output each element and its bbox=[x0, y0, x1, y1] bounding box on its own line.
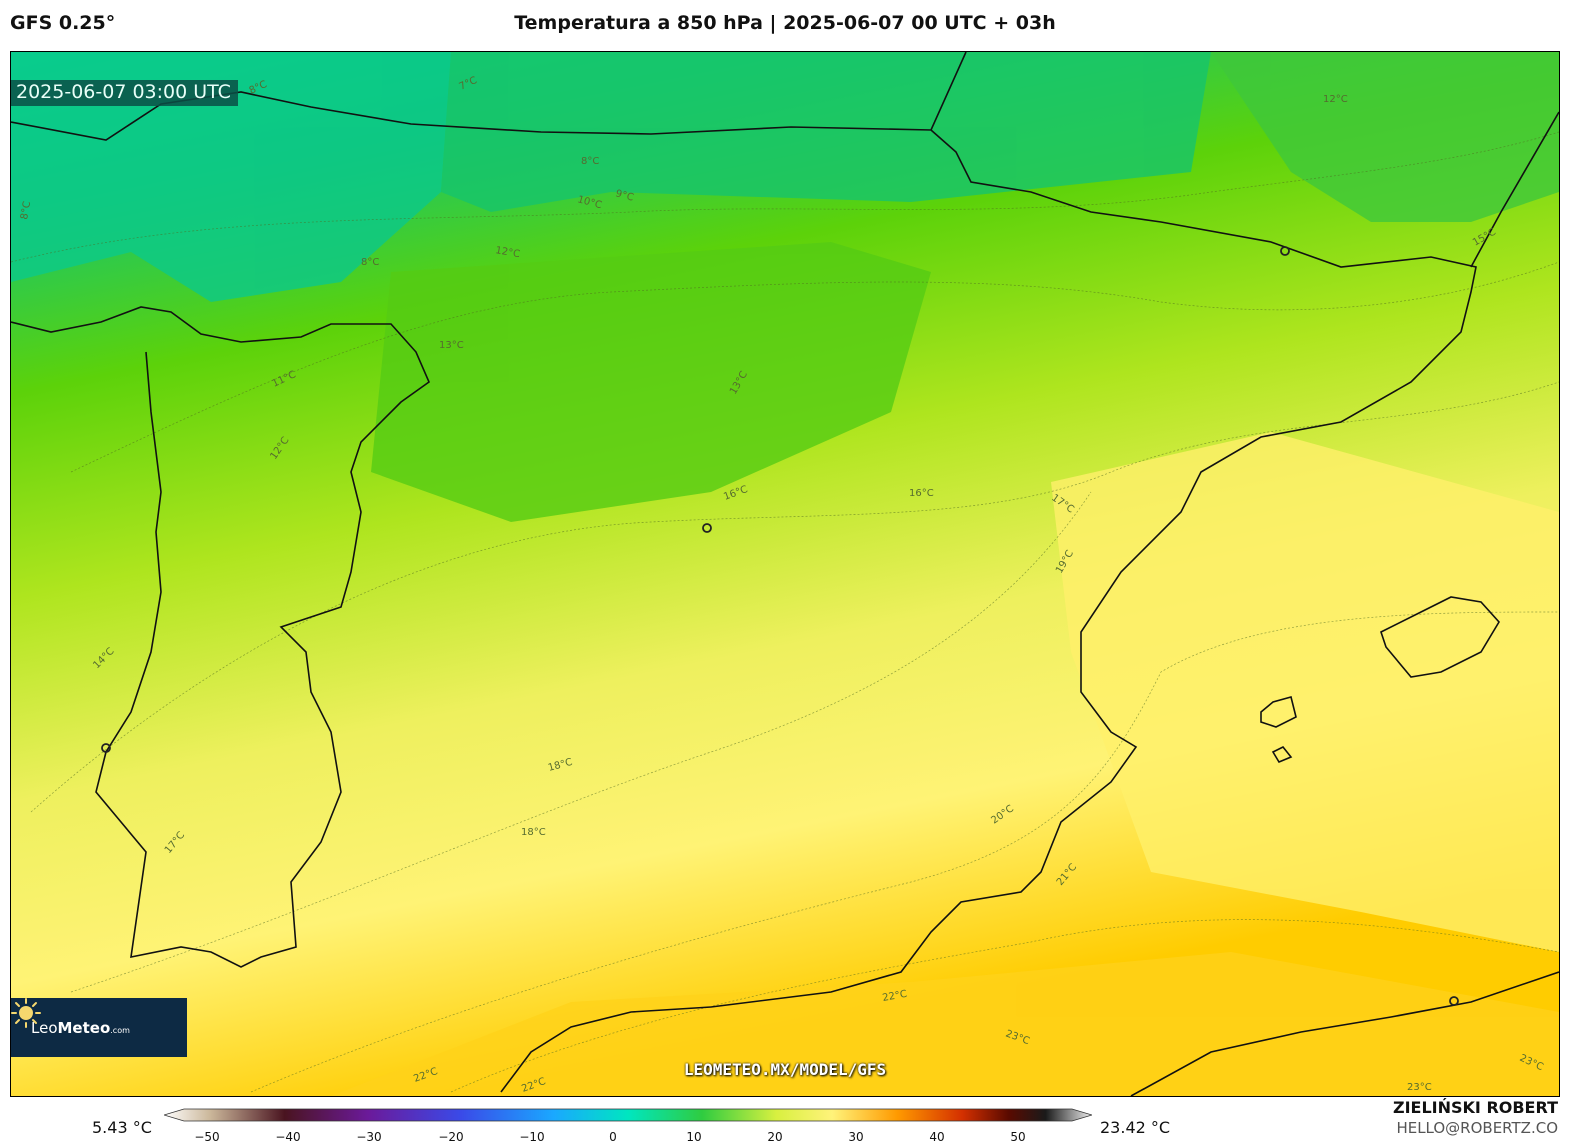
contour-label: 8°C bbox=[19, 201, 33, 221]
coastlines bbox=[11, 52, 1559, 1096]
brand-name-light: Leo bbox=[31, 1018, 58, 1037]
contour-label: 12°C bbox=[1323, 94, 1348, 105]
colorbar-max-value: 23.42 °C bbox=[1100, 1118, 1171, 1137]
algiers-marker bbox=[1449, 996, 1459, 1006]
colorbar-tick: −30 bbox=[356, 1130, 382, 1144]
contour-label: 13°C bbox=[439, 340, 464, 351]
colorbar bbox=[164, 1108, 1092, 1122]
map-title: Temperatura a 850 hPa | 2025-06-07 00 UT… bbox=[514, 12, 1056, 34]
leometeo-logo[interactable]: LeoMeteo.com bbox=[11, 998, 187, 1057]
cold-patch-north bbox=[441, 52, 1211, 212]
sun-icon bbox=[11, 998, 41, 1028]
colorbar-tick: 20 bbox=[767, 1130, 783, 1144]
colorbar-tick: 40 bbox=[929, 1130, 945, 1144]
source-url[interactable]: LEOMETEO.MX/MODEL/GFS bbox=[683, 1060, 887, 1079]
colorbar-tick: 0 bbox=[609, 1130, 617, 1144]
toulouse-marker bbox=[1280, 246, 1290, 256]
model-label: GFS 0.25° bbox=[10, 12, 116, 34]
contour-label: 16°C bbox=[909, 488, 934, 499]
temperature-map[interactable]: 7°C 8°C 8°C 8°C 8°C 9°C 10°C 11°C 12°C 1… bbox=[10, 51, 1560, 1097]
mallorca-coastline bbox=[1380, 596, 1500, 678]
brand-tld: .com bbox=[110, 1025, 130, 1035]
brand-name: LeoMeteo.com bbox=[31, 1019, 130, 1037]
colorbar-tick: −10 bbox=[519, 1130, 545, 1144]
author-credit: ZIELIŃSKI ROBERT bbox=[1392, 1098, 1558, 1117]
iberia-coastline bbox=[11, 52, 1477, 1093]
contour-label: 12°C bbox=[494, 245, 520, 260]
africa-coastline bbox=[1130, 971, 1559, 1096]
city-markers bbox=[101, 246, 1459, 1006]
green-patch-center bbox=[371, 242, 931, 522]
green-patch-northeast bbox=[1211, 52, 1559, 222]
france-coastline bbox=[1470, 111, 1559, 268]
colorbar-min-value: 5.43 °C bbox=[92, 1118, 152, 1137]
valid-time-badge: 2025-06-07 03:00 UTC bbox=[11, 80, 238, 106]
formentera-coastline bbox=[1271, 745, 1293, 764]
warm-patch-east bbox=[1051, 432, 1559, 952]
contour-lines bbox=[11, 131, 1559, 1093]
contour-label: 8°C bbox=[361, 257, 379, 268]
contour-label: 18°C bbox=[521, 827, 546, 838]
map-canvas: 7°C 8°C 8°C 8°C 8°C 9°C 10°C 11°C 12°C 1… bbox=[11, 52, 1559, 1096]
colorbar-tick: 50 bbox=[1010, 1130, 1026, 1144]
contour-label: 8°C bbox=[581, 156, 599, 167]
colorbar-tick: −50 bbox=[194, 1130, 220, 1144]
contour-label: 22°C bbox=[882, 989, 908, 1004]
contour-label: 9°C bbox=[614, 188, 635, 203]
colorbar-tick: −40 bbox=[275, 1130, 301, 1144]
temperature-patches bbox=[11, 52, 1559, 1096]
contour-label: 23°C bbox=[1407, 1082, 1432, 1093]
lisbon-marker bbox=[101, 743, 111, 753]
colorbar-tick: 10 bbox=[686, 1130, 702, 1144]
cold-patch-northwest bbox=[11, 52, 451, 302]
hot-patch-south bbox=[331, 952, 1559, 1096]
brand-name-bold: Meteo bbox=[57, 1018, 111, 1037]
madrid-marker bbox=[702, 523, 712, 533]
colorbar-tick: −20 bbox=[438, 1130, 464, 1144]
ibiza-coastline bbox=[1260, 696, 1297, 728]
author-email[interactable]: HELLO@ROBERTZ.CO bbox=[1396, 1119, 1558, 1137]
colorbar-tick: 30 bbox=[848, 1130, 864, 1144]
